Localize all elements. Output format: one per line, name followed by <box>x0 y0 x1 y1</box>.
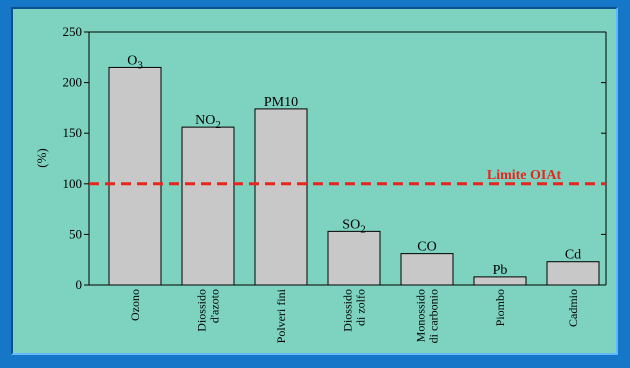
category-label: di carbonio <box>427 289 441 343</box>
y-tick-label: 0 <box>76 277 83 292</box>
bar <box>546 261 600 286</box>
bar <box>400 253 454 286</box>
bar <box>181 126 235 286</box>
y-tick-label: 50 <box>69 226 82 241</box>
y-tick-label: 150 <box>63 125 83 140</box>
category-label: d'azoto <box>208 289 222 323</box>
category-label: Ozono <box>128 289 142 321</box>
y-tick-label: 200 <box>63 75 83 90</box>
category-label: Polveri fini <box>274 288 288 343</box>
y-tick-label: 250 <box>63 24 83 39</box>
category-label: di zolfo <box>354 289 368 326</box>
bar-value-label: SO2 <box>342 217 365 235</box>
bar <box>473 276 527 286</box>
bar-value-label: CO <box>417 240 436 255</box>
category-label: Diossido <box>195 289 209 332</box>
y-axis-title: (%) <box>34 148 49 168</box>
bar-value-label: NO2 <box>195 113 221 131</box>
bar <box>254 108 308 286</box>
category-label: Monossido <box>414 289 428 342</box>
bar-value-label: O3 <box>127 53 143 71</box>
bar <box>327 230 381 286</box>
reference-line-label: Limite OIAt <box>487 168 562 183</box>
category-label: Cadmio <box>566 289 580 327</box>
bar <box>108 66 162 286</box>
bar-value-label: Cd <box>565 248 581 263</box>
y-tick-label: 100 <box>63 176 83 191</box>
bar-value-label: Pb <box>493 263 508 278</box>
category-label: Piombo <box>493 289 507 326</box>
category-label: Diossido <box>341 289 355 332</box>
bar-value-label: PM10 <box>264 95 298 110</box>
